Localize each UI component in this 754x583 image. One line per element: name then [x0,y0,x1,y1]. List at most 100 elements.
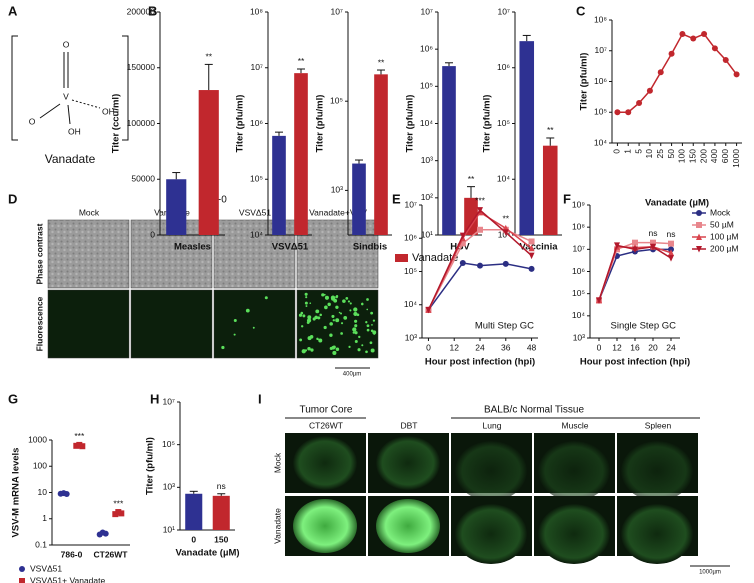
structure-drawing [11,35,129,141]
bar [519,41,535,236]
fluorescent-cell [329,346,333,351]
y-axis-label: Titer (pfu/ml) [579,53,590,111]
fluorescent-cell [298,313,303,317]
bar [166,179,187,235]
fluorescent-cell [335,318,340,323]
fluorescent-cell [349,302,352,305]
x-tick-label: 100 [677,149,687,163]
fluorescent-cell [233,318,237,322]
atom: V [63,91,69,101]
y-axis-label: Titer (pfu/ml) [315,95,326,153]
series-line [598,248,671,301]
column-label: CT26WT [309,420,343,430]
fluorescent-cell [332,319,335,322]
y-axis-label: Titer (pfu/ml) [145,437,156,495]
fluorescent-cell [354,340,358,344]
fluorescent-cell [323,293,326,296]
point [701,31,708,38]
panel-letter: A [8,3,18,18]
fluorescent-cell [333,298,338,303]
tissue [293,499,357,553]
fluorescent-cell [348,345,351,349]
point [79,443,86,450]
fluorescent-cell [302,314,306,318]
fluorescent-cell [299,338,303,342]
annotation: *** [74,431,85,441]
x-axis-label: Vanadate (µM) [645,198,709,209]
row-label: Phase contrast [34,223,44,284]
x-tick-label: 150 [214,534,228,544]
y-tick-label: 10⁸ [594,14,607,24]
legend-swatch [395,254,408,262]
series-line [617,33,738,113]
annotation: ** [298,56,305,66]
point [477,262,483,269]
fluorescent-cell [252,326,255,329]
fluorescent-cell [372,330,377,335]
bar [294,73,308,235]
point [63,490,70,497]
y-tick-label: 0 [150,229,155,239]
x-axis-label: VSVΔ51 [272,242,309,253]
point [459,260,466,267]
point [632,246,638,253]
tissue [376,436,440,490]
y-tick-label: 10⁵ [162,439,175,449]
tissue [293,436,357,490]
fluorescent-cell [323,325,327,330]
bar [212,495,230,530]
fluorescent-cell [307,315,312,320]
fluorescent-cell [264,296,268,300]
x-tick-label: 36 [501,342,511,352]
scale-label: 400µm [343,372,361,378]
y-tick-label: 10³ [573,332,585,342]
fluorescent-cell [365,350,368,354]
panel-letter: E [392,191,401,206]
legend-label: VSVΔ51 [30,563,62,573]
fluorescent-cell [310,348,314,352]
fluorescent-cell [353,307,358,312]
atom: OH [102,106,115,116]
y-tick-label: 10⁴ [594,137,607,147]
fluorescent-cell [366,328,370,332]
x-axis-label: Sindbis [353,242,387,253]
fluorescent-cell [352,327,357,332]
bar [542,145,558,235]
annotation: *** [475,195,486,205]
y-tick-label: 10⁵ [572,288,585,298]
fluorescent-cell [358,335,361,339]
x-tick-label: 1000 [731,149,741,168]
fluorescent-cell [315,316,318,319]
annotation: ns [667,229,676,239]
point [477,226,483,233]
x-tick-label: 24 [666,342,676,352]
y-axis-label: VSV-M mRNA levels [11,448,22,538]
row-label: Mock [272,452,282,473]
fluorescent-cell [318,338,323,343]
row-label: Vanadate [272,508,282,544]
y-tick-label: 10² [421,192,433,202]
y-tick-label: 10⁸ [250,6,263,16]
fluorescent-cell [329,333,333,337]
point [657,69,664,76]
fluorescent-cell [304,301,308,305]
point [102,530,109,537]
fluorescent-cell [300,325,304,328]
x-tick-label: 200 [698,149,708,163]
x-tick-label: 20 [648,342,658,352]
fluorescent-cell [340,332,343,335]
tissue [455,441,527,501]
y-tick-label: 10⁷ [162,396,175,406]
y-axis-label: Titer (pfu/ml) [235,95,246,153]
x-axis-label: Hour post infection (hpi) [425,357,535,368]
y-tick-label: 10⁷ [420,6,433,16]
y-tick-label: 10 [38,487,48,497]
fluorescence-image [296,289,379,359]
fluorescent-cell [353,311,358,317]
phase-image [296,219,379,289]
bar [374,74,388,236]
fluorescent-cell [317,316,321,320]
point [696,246,702,253]
y-tick-label: 0.1 [35,539,47,549]
fluorescent-cell [370,329,374,333]
